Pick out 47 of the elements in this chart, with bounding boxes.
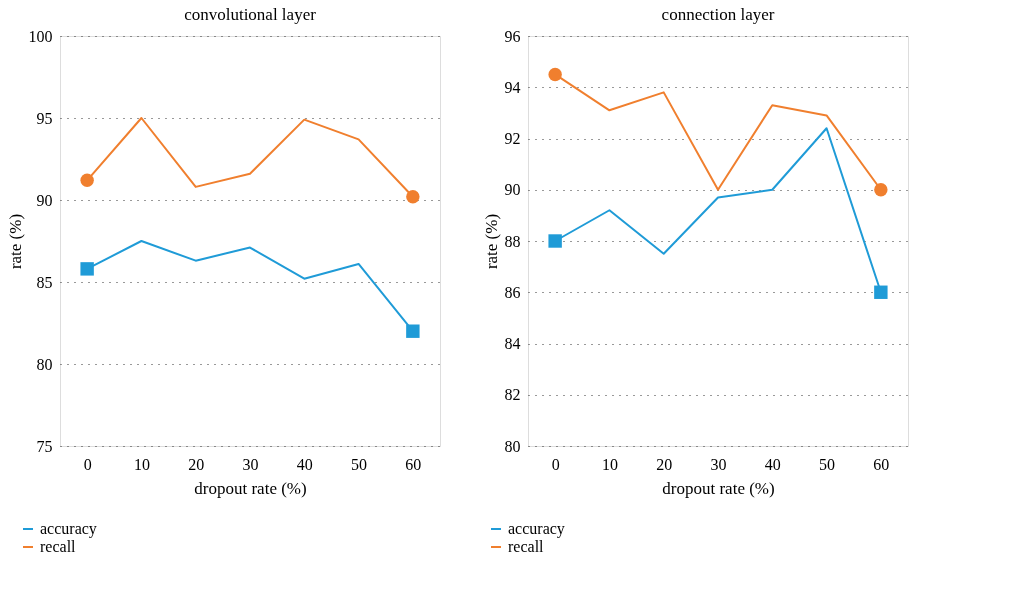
point (80, 262, 94, 276)
x-axis-title: dropout rate (%) (662, 478, 775, 498)
chart-title: convolutional layer (184, 5, 317, 24)
point (406, 324, 420, 338)
x-tick-label: 40 (764, 455, 781, 473)
x-tick-label: 30 (242, 455, 259, 473)
x-tick-label: 60 (405, 455, 422, 473)
y-tick-label: 80 (504, 437, 521, 455)
x-tick-label: 20 (656, 455, 673, 473)
legend-label: recall (40, 538, 77, 555)
y-tick-label: 88 (504, 232, 521, 250)
legend-label: recall (508, 538, 545, 555)
legend-label: accuracy (40, 520, 97, 538)
point (548, 67, 562, 82)
x-tick-label: 20 (188, 455, 205, 473)
y-tick-label: 84 (504, 335, 521, 352)
y-tick-label: 80 (36, 355, 53, 373)
x-tick-label: 10 (133, 455, 150, 473)
y-tick-label: 94 (504, 78, 521, 96)
y-tick-label: 100 (28, 27, 53, 45)
y-axis-title: rate (%) (5, 213, 25, 270)
y-tick-label: 96 (504, 27, 521, 45)
legend-label: accuracy (508, 520, 565, 538)
x-tick-label: 30 (710, 455, 727, 473)
point (874, 183, 888, 197)
y-tick-label: 82 (504, 386, 521, 404)
y-tick-label: 92 (504, 130, 521, 147)
point (80, 173, 94, 188)
chart-title: connection layer (661, 5, 775, 24)
x-tick-label: 50 (819, 455, 836, 473)
y-tick-label: 86 (504, 283, 521, 301)
point (548, 234, 562, 248)
x-axis-title: dropout rate (%) (194, 478, 307, 498)
x-tick-label: 0 (551, 455, 560, 473)
y-axis-title: rate (%) (481, 213, 501, 270)
x-tick-label: 40 (296, 455, 313, 473)
point (406, 190, 420, 204)
y-tick-label: 90 (36, 191, 53, 209)
x-tick-label: 10 (601, 455, 618, 473)
x-tick-label: 0 (83, 455, 92, 473)
y-tick-label: 85 (36, 273, 53, 291)
y-tick-label: 95 (36, 109, 53, 127)
y-tick-label: 90 (504, 181, 521, 199)
x-tick-label: 50 (351, 455, 368, 473)
x-tick-label: 60 (873, 455, 890, 473)
y-tick-label: 75 (36, 437, 53, 455)
point (874, 285, 888, 299)
